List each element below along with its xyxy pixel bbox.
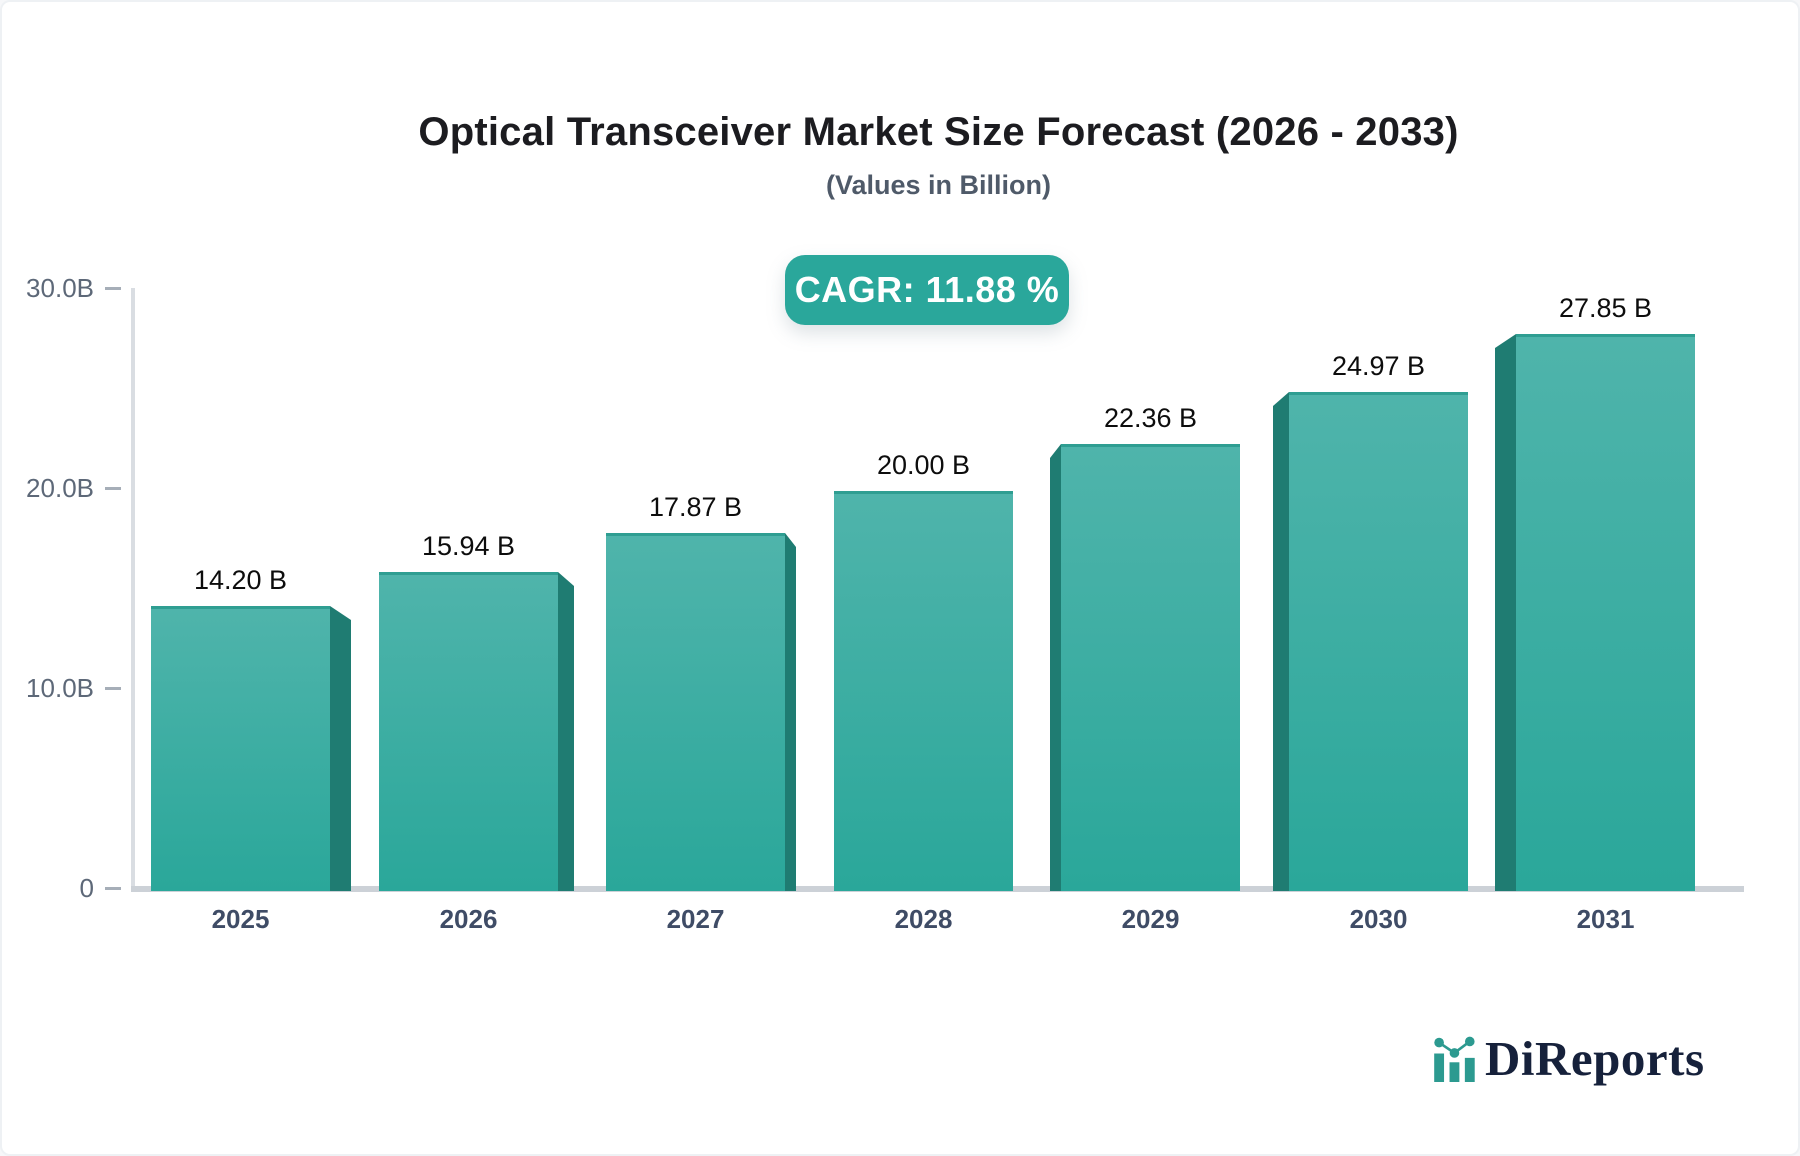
y-tick-label: 20.0B (26, 473, 94, 503)
y-tick-mark (105, 687, 121, 690)
bar-2031: 27.85 B (1495, 293, 1695, 891)
chart-subtitle: (Values in Billion) (825, 170, 1052, 200)
bar-value-label: 27.85 B (1558, 293, 1653, 323)
bar-3d-side (558, 572, 574, 891)
bar-value-label: 22.36 B (1103, 403, 1198, 433)
bar-value-label: 14.20 B (193, 565, 288, 595)
bar-2028: 20.00 B (834, 450, 1013, 891)
bar-3d-side (785, 533, 796, 891)
x-tick-label: 2030 (1349, 904, 1408, 934)
y-tick-label: 0 (79, 873, 94, 903)
bar-value-label: 20.00 B (876, 450, 971, 480)
bar-3d-side (1495, 334, 1516, 891)
y-tick-mark (105, 487, 121, 490)
y-tick-label: 10.0B (26, 673, 94, 703)
y-tick-mark (105, 287, 121, 290)
bar-value-label: 15.94 B (421, 531, 516, 561)
bar-2027: 17.87 B (606, 492, 796, 891)
bar-2025: 14.20 B (151, 565, 351, 891)
x-tick-label: 2031 (1576, 904, 1635, 934)
bar-3d-side (1050, 444, 1061, 891)
y-axis-line (131, 288, 135, 890)
bar-face (834, 491, 1013, 891)
bar-2030: 24.97 B (1273, 351, 1468, 891)
bar-value-label: 24.97 B (1331, 351, 1426, 381)
chart-title: Optical Transceiver Market Size Forecast… (418, 110, 1459, 154)
bar-face (379, 572, 558, 891)
bar-value-label: 17.87 B (648, 492, 743, 522)
y-tick-mark (105, 887, 121, 890)
bar-3d-side (1273, 392, 1289, 891)
x-tick-label: 2029 (1121, 904, 1180, 934)
x-tick-label: 2027 (666, 904, 725, 934)
bar-face (606, 533, 785, 891)
bar-face (151, 606, 330, 891)
mini-bar-chart-icon (1434, 1036, 1475, 1082)
x-tick-label: 2025 (211, 904, 270, 934)
direports-logo: DiReports (1432, 1034, 1705, 1083)
x-tick-label: 2026 (439, 904, 498, 934)
bar-3d-side (330, 606, 351, 891)
bar-face (1061, 444, 1240, 891)
bar-2029: 22.36 B (1050, 403, 1240, 891)
bar-2026: 15.94 B (379, 531, 574, 891)
logo-wordmark: DiReports (1485, 1031, 1705, 1086)
bar-face (1289, 392, 1468, 891)
bar-face (1516, 334, 1695, 891)
y-tick-label: 30.0B (26, 273, 94, 303)
x-tick-label: 2028 (894, 904, 953, 934)
cagr-badge: CAGR: 11.88 % (785, 255, 1069, 325)
